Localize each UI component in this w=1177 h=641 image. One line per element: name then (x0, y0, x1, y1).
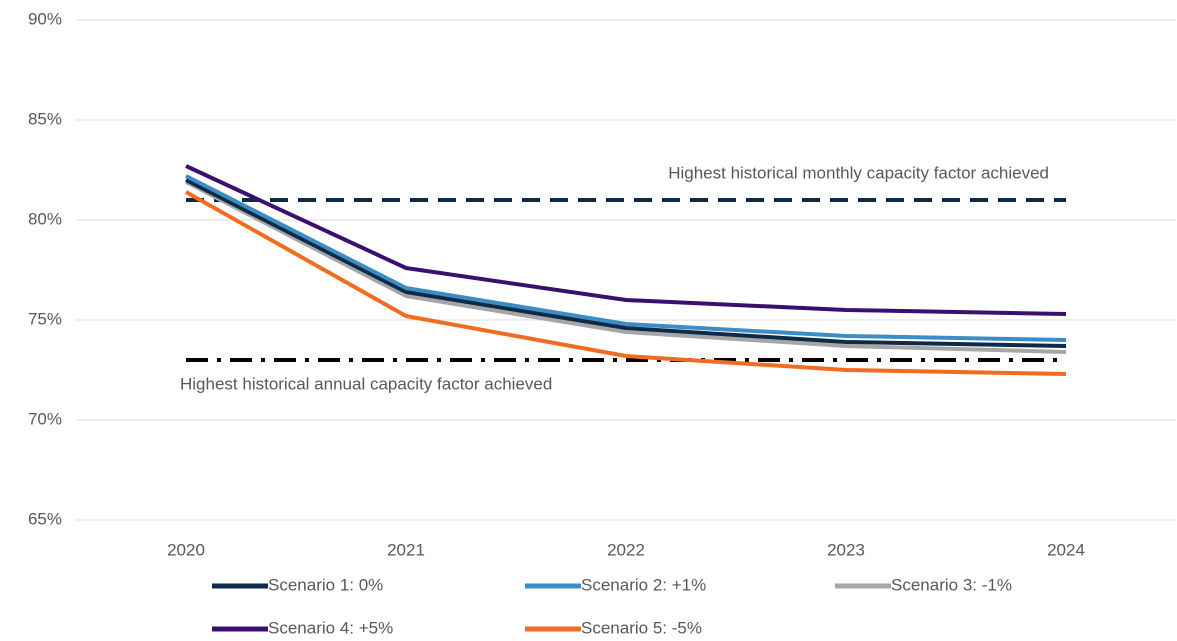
legend-label: Scenario 5: -5% (581, 618, 702, 637)
series-line (185, 174, 1067, 342)
x-tick-label: 2021 (387, 540, 425, 559)
y-tick-label: 75% (28, 309, 62, 328)
y-tick-label: 85% (28, 109, 62, 128)
series-line (185, 190, 1067, 376)
series-line (185, 180, 1067, 354)
legend-label: Scenario 3: -1% (891, 575, 1012, 594)
series-line (185, 164, 1067, 316)
x-tick-label: 2020 (167, 540, 205, 559)
legend-label: Scenario 1: 0% (268, 575, 383, 594)
x-tick-label: 2023 (827, 540, 865, 559)
y-tick-label: 65% (28, 509, 62, 528)
annotation: Highest historical monthly capacity fact… (668, 163, 1049, 182)
x-tick-label: 2022 (607, 540, 645, 559)
legend-label: Scenario 4: +5% (268, 618, 393, 637)
series-line (185, 178, 1067, 348)
y-tick-label: 80% (28, 209, 62, 228)
annotation: Highest historical annual capacity facto… (180, 374, 552, 393)
y-tick-label: 90% (28, 9, 62, 28)
x-tick-label: 2024 (1047, 540, 1085, 559)
y-tick-label: 70% (28, 409, 62, 428)
legend-label: Scenario 2: +1% (581, 575, 706, 594)
